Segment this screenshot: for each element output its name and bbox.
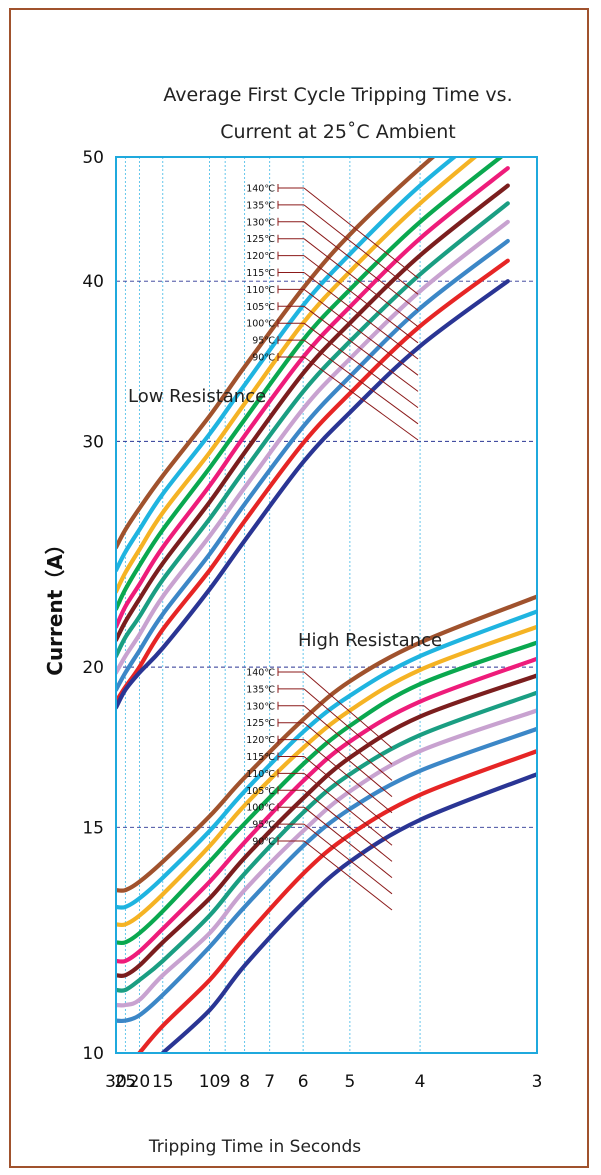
y-tick-labels: 10 15 20 30 40 50	[82, 148, 104, 1064]
series-low-90℃	[116, 279, 510, 710]
legend-label-high-0: 140℃	[246, 668, 275, 679]
series-low-140℃	[116, 157, 437, 550]
series-low-100℃	[116, 238, 510, 692]
grid	[116, 157, 537, 1053]
legend-label-low-5: 115℃	[246, 268, 275, 279]
series-low-125℃	[116, 157, 505, 612]
y-tick-40: 40	[82, 272, 104, 292]
legend-label-high-1: 135℃	[246, 684, 275, 695]
series-high-115℃	[116, 673, 537, 979]
x-tick-15: 15	[152, 1072, 174, 1092]
y-tick-15: 15	[82, 818, 104, 838]
chart-title-line2: Current at 25˚C Ambient	[220, 121, 456, 143]
chart-frame	[9, 8, 589, 1168]
x-tick-3: 3	[532, 1072, 543, 1092]
region-label-low: Low Resistance	[128, 386, 266, 407]
series-high-130℃	[116, 624, 537, 928]
x-tick-25: 25	[115, 1072, 137, 1092]
legend-label-low-3: 125℃	[246, 234, 275, 245]
legend-label-low-10: 90℃	[252, 353, 275, 364]
legend-label-high-6: 110℃	[246, 769, 275, 780]
legend-label-high-3: 125℃	[246, 718, 275, 729]
series-high-140℃	[116, 594, 537, 893]
y-tick-30: 30	[82, 432, 104, 452]
x-tick-20: 20	[129, 1072, 151, 1092]
series-high-135℃	[116, 609, 537, 910]
legend-label-low-9: 95℃	[252, 336, 275, 347]
series-high-100℃	[116, 726, 537, 1024]
x-tick-30: 30	[105, 1072, 127, 1092]
legend-label-low-7: 105℃	[246, 302, 275, 313]
plot-area	[115, 156, 538, 1054]
curves	[116, 157, 537, 1053]
legend-label-low-2: 130℃	[246, 217, 275, 228]
series-low-110℃	[116, 201, 510, 659]
x-tick-9: 9	[220, 1072, 231, 1092]
legend-label-low-6: 110℃	[246, 285, 275, 296]
legend-label-low-8: 100℃	[246, 319, 275, 330]
y-tick-20: 20	[82, 658, 104, 678]
chart-title-line1: Average First Cycle Tripping Time vs.	[163, 84, 512, 106]
x-tick-5: 5	[344, 1072, 355, 1092]
region-label-high: High Resistance	[298, 630, 442, 651]
legend-label-high-9: 95℃	[252, 820, 275, 831]
y-tick-50: 50	[82, 148, 104, 168]
series-high-90℃	[160, 772, 537, 1053]
legend-label-high-7: 105℃	[246, 786, 275, 797]
x-tick-4: 4	[415, 1072, 426, 1092]
legend-label-low-4: 120℃	[246, 251, 275, 262]
legend-label-high-10: 90℃	[252, 837, 275, 848]
x-tick-8: 8	[239, 1072, 250, 1092]
x-tick-10: 10	[199, 1072, 221, 1092]
series-high-125℃	[116, 640, 537, 946]
y-axis-label: Current（A）	[43, 534, 67, 675]
series-low-95℃	[116, 258, 510, 704]
x-tick-7: 7	[264, 1072, 275, 1092]
series-high-105℃	[116, 708, 537, 1008]
legends: 140℃ 135℃ 130℃ 125℃ 120℃ 115℃ 110℃ 105℃ 100℃ 95℃ 9…	[246, 184, 419, 911]
x-tick-6: 6	[298, 1072, 309, 1092]
series-high-110℃	[116, 690, 537, 993]
legend-label-low-0: 140℃	[246, 184, 275, 195]
y-tick-10: 10	[82, 1044, 104, 1064]
series-high-120℃	[116, 656, 537, 964]
series-low-130℃	[116, 157, 479, 594]
series-high-95℃	[137, 749, 537, 1053]
legend-label-high-4: 120℃	[246, 735, 275, 746]
series-low-105℃	[116, 219, 510, 675]
legend-label-high-8: 100℃	[246, 803, 275, 814]
legend-label-low-1: 135℃	[246, 200, 275, 211]
series-low-115℃	[116, 183, 510, 643]
legend-label-high-5: 115℃	[246, 752, 275, 763]
legend-label-high-2: 130℃	[246, 701, 275, 712]
series-low-120℃	[116, 166, 510, 629]
series-low-135℃	[116, 157, 458, 573]
x-axis-label: Tripping Time in Seconds	[148, 1137, 361, 1157]
